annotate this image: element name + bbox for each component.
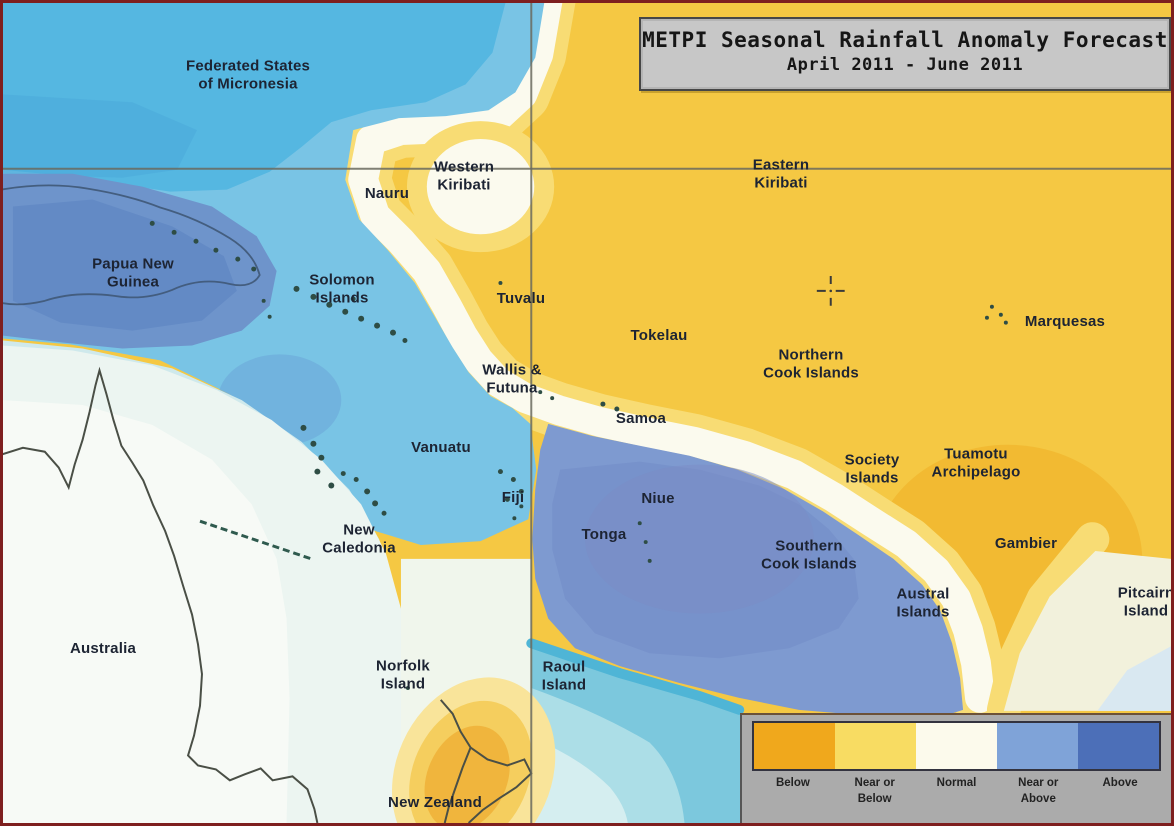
legend: Below Near or Below Normal Near or Above Abo… (740, 713, 1171, 823)
legend-color-bar (752, 721, 1161, 771)
island-dots (149, 220, 1008, 690)
legend-swatch-4 (1078, 723, 1159, 769)
band-raoul-lightest (531, 737, 628, 823)
legend-label-2: Normal (936, 777, 977, 789)
legend-label-3: Near or Above (1018, 777, 1059, 805)
map-graphic (3, 3, 1171, 823)
legend-label-0: Below (775, 777, 810, 789)
new-caledonia-island (199, 519, 312, 561)
legend-swatch-0 (754, 723, 835, 769)
region-southeast-corner (1097, 646, 1171, 711)
australia-coastline (3, 366, 319, 823)
region-png-above-dark (12, 199, 237, 331)
band-normal (348, 3, 995, 713)
legend-label-4: Above (1102, 777, 1138, 789)
band-southeast-yellow (986, 522, 1110, 727)
region-australia-normal (3, 400, 290, 823)
nz-blob-core (424, 725, 510, 823)
legend-swatch-2 (916, 723, 997, 769)
band-raoul-edge (526, 638, 745, 715)
crosshair-cursor[interactable] (816, 276, 845, 306)
png-coastline (3, 184, 261, 306)
title-box: METPI Seasonal Rainfall Anomaly Forecast… (639, 17, 1171, 91)
page-title: METPI Seasonal Rainfall Anomaly Forecast (642, 28, 1168, 52)
region-new-zealand-below (392, 677, 556, 823)
region-micronesia-deeper (3, 94, 198, 178)
region-tonga-purple (585, 464, 814, 614)
legend-label-1: Near or Below (854, 777, 895, 805)
legend-labels: Below Near or Below Normal Near or Above Abo… (752, 776, 1161, 807)
blob-west-kiribati-white (426, 139, 535, 235)
page-subtitle: April 2011 - June 2011 (786, 55, 1024, 75)
new-zealand-coastline (439, 699, 533, 823)
legend-swatch-1 (835, 723, 916, 769)
legend-swatch-3 (997, 723, 1078, 769)
